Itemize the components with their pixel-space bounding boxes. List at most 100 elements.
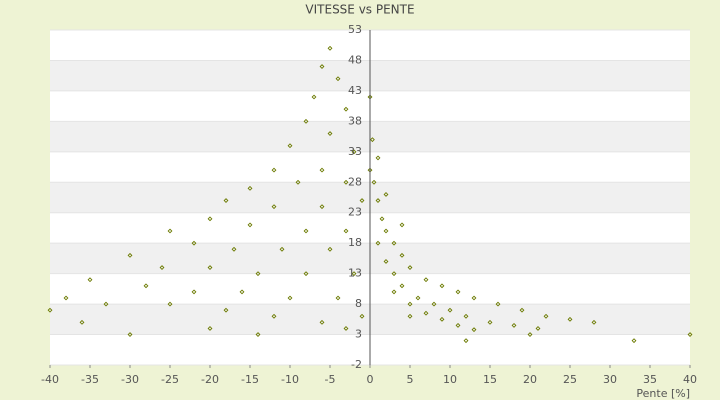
- x-tick-label: -40: [41, 373, 59, 386]
- point: [207, 216, 213, 222]
- point: [383, 228, 389, 234]
- x-tick-label: 40: [683, 373, 697, 386]
- x-tick-label: -30: [121, 373, 139, 386]
- point: [439, 283, 445, 289]
- point: [455, 289, 461, 295]
- point: [391, 240, 397, 246]
- point: [495, 301, 501, 307]
- x-tick-label: 20: [523, 373, 537, 386]
- point: [255, 332, 261, 337]
- point: [143, 283, 149, 289]
- point: [335, 295, 341, 301]
- y-tick-label: 48: [348, 53, 362, 66]
- y-tick-label: 23: [348, 206, 362, 219]
- x-tick-label: -25: [161, 373, 179, 386]
- point: [455, 322, 461, 328]
- point: [207, 326, 213, 331]
- point: [327, 45, 333, 51]
- y-tick-label: 3: [355, 328, 362, 341]
- point: [371, 179, 377, 185]
- x-tick-label: 35: [643, 373, 657, 386]
- point: [327, 131, 333, 136]
- x-tick-label: 5: [407, 373, 414, 386]
- point: [87, 277, 93, 283]
- point: [271, 204, 277, 210]
- point: [343, 326, 349, 331]
- point: [303, 118, 309, 124]
- point: [343, 179, 349, 185]
- point: [279, 246, 285, 252]
- point: [343, 106, 349, 112]
- point: [247, 222, 253, 228]
- x-tick-label: -15: [241, 373, 259, 386]
- point: [191, 240, 197, 246]
- point: [567, 316, 573, 322]
- point: [351, 149, 357, 155]
- point: [327, 246, 333, 252]
- point: [391, 271, 397, 277]
- point: [47, 307, 53, 313]
- point: [303, 271, 309, 277]
- chart-title: VITESSE vs PENTE: [305, 3, 414, 17]
- x-tick-label: 30: [603, 373, 617, 386]
- point: [231, 246, 237, 252]
- point: [127, 332, 133, 337]
- point: [167, 228, 173, 234]
- point: [351, 271, 357, 277]
- point: [487, 319, 493, 325]
- point: [271, 313, 277, 319]
- point: [511, 322, 517, 328]
- point: [375, 240, 381, 246]
- point: [399, 283, 405, 289]
- point: [447, 307, 453, 313]
- y-tick-label: 18: [348, 236, 362, 249]
- point: [223, 198, 229, 203]
- x-tick-label: -10: [281, 373, 299, 386]
- point: [399, 252, 405, 258]
- point: [167, 301, 173, 307]
- point: [463, 313, 469, 319]
- point: [319, 167, 325, 173]
- point: [379, 216, 385, 222]
- point: [295, 179, 301, 185]
- point: [247, 185, 253, 191]
- point: [439, 316, 445, 322]
- y-tick-label: 33: [348, 145, 362, 158]
- x-tick-label: -20: [201, 373, 219, 386]
- y-tick-label: 28: [348, 175, 362, 188]
- point: [423, 277, 429, 283]
- point: [319, 319, 325, 325]
- point: [311, 94, 317, 100]
- point: [127, 252, 133, 258]
- x-tick-label: -35: [81, 373, 99, 386]
- point: [287, 295, 293, 301]
- point: [375, 155, 381, 161]
- point: [63, 295, 69, 301]
- point: [369, 137, 375, 143]
- y-tick-label: 38: [348, 114, 362, 127]
- point: [191, 289, 197, 295]
- point: [535, 326, 541, 331]
- point: [415, 295, 421, 301]
- point: [383, 259, 389, 264]
- point: [159, 265, 165, 270]
- point: [391, 289, 397, 295]
- point: [207, 265, 213, 270]
- point: [471, 327, 477, 333]
- point: [271, 167, 277, 173]
- point: [591, 319, 597, 325]
- point: [375, 198, 381, 203]
- point: [223, 307, 229, 313]
- point: [423, 310, 429, 316]
- point: [631, 338, 637, 344]
- y-tick-label: 8: [355, 297, 362, 310]
- point: [519, 307, 525, 313]
- x-axis-label: Pente [%]: [636, 387, 690, 400]
- x-tick-label: 0: [367, 373, 374, 386]
- point: [687, 332, 693, 337]
- point: [399, 222, 405, 228]
- point: [527, 332, 533, 337]
- point: [303, 228, 309, 234]
- y-tick-label: -2: [351, 358, 362, 371]
